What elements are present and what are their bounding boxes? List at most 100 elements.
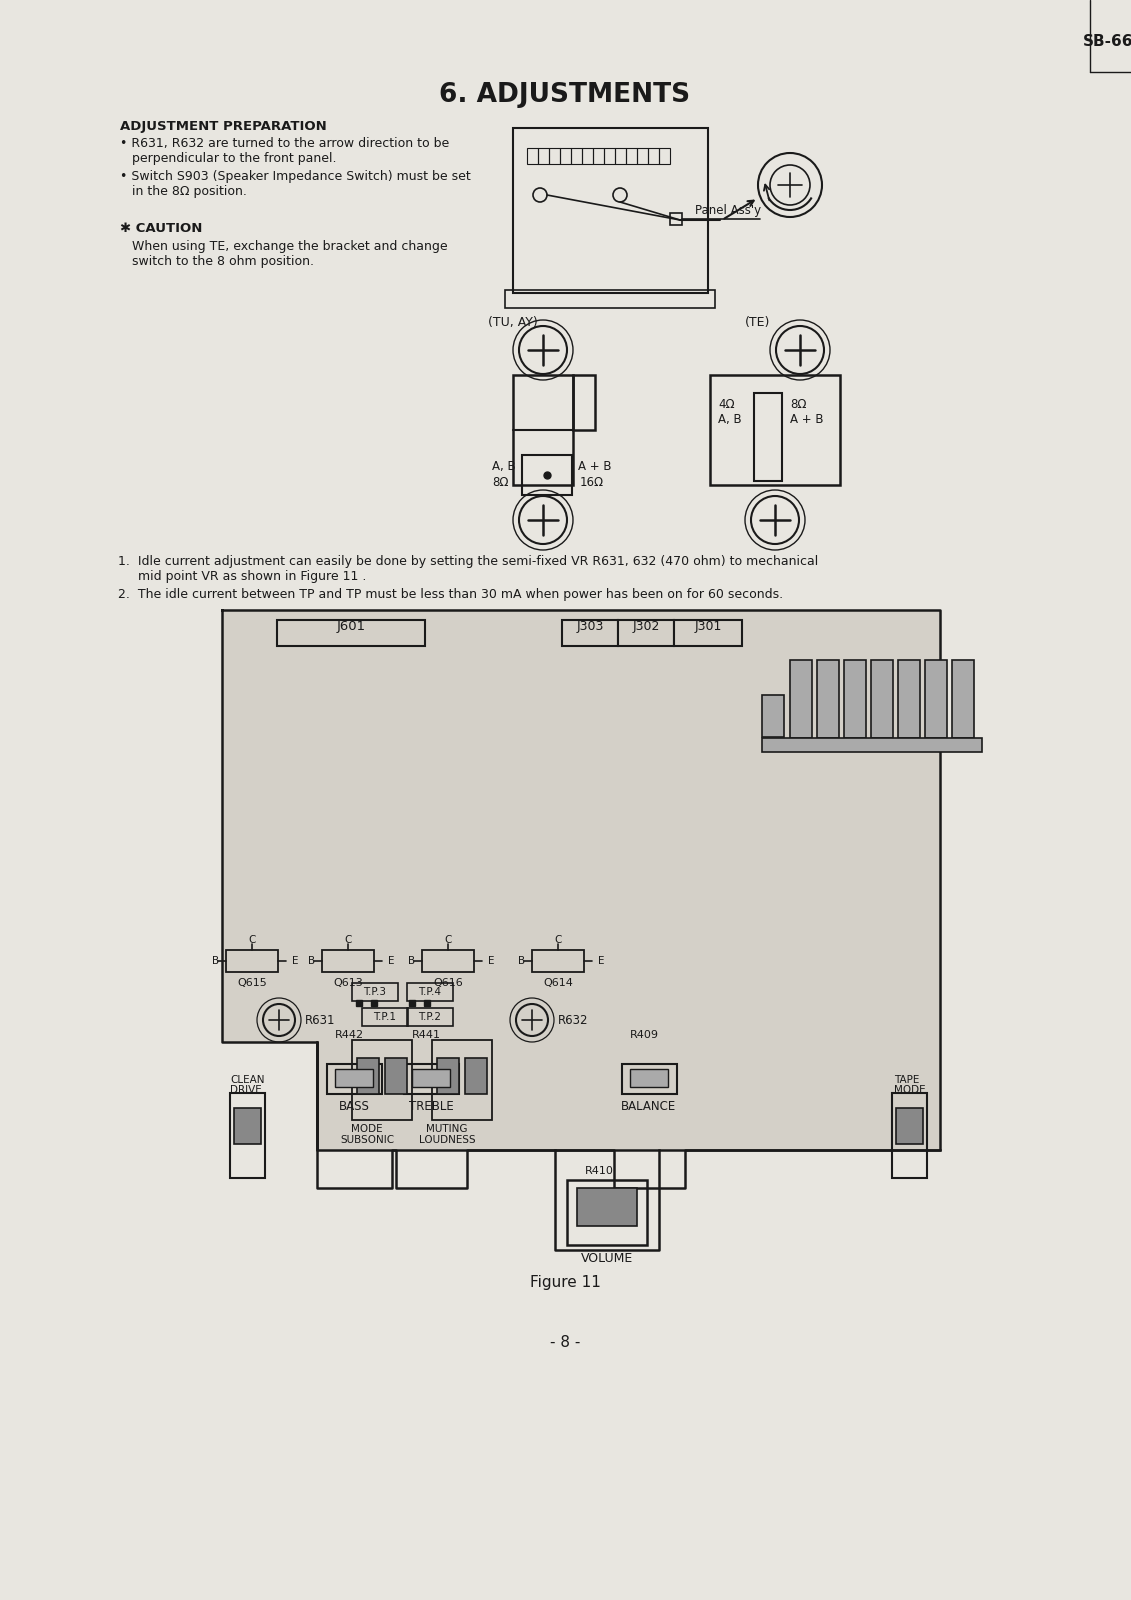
Text: 8Ω: 8Ω	[789, 398, 806, 411]
Bar	[571, 149, 582, 165]
Text: J302: J302	[632, 619, 659, 634]
Bar	[362, 1008, 408, 1026]
Bar	[898, 659, 920, 738]
Bar	[754, 394, 782, 482]
Text: J301: J301	[694, 619, 722, 634]
Text: • R631, R632 are turned to the arrow direction to be: • R631, R632 are turned to the arrow dir…	[120, 138, 449, 150]
Bar	[670, 213, 682, 226]
Text: R632: R632	[558, 1013, 588, 1027]
Bar	[582, 149, 593, 165]
Bar	[513, 374, 573, 485]
Bar	[817, 659, 839, 738]
Bar	[896, 1107, 923, 1144]
Bar	[422, 950, 474, 971]
Bar	[573, 430, 595, 485]
Text: R442: R442	[335, 1030, 364, 1040]
Bar	[277, 619, 425, 646]
Bar	[549, 149, 560, 165]
Text: A + B: A + B	[578, 461, 612, 474]
Text: B: B	[408, 955, 415, 966]
Bar	[925, 659, 947, 738]
Bar	[674, 619, 742, 646]
Bar	[437, 1058, 459, 1094]
Bar	[226, 950, 278, 971]
Text: SB-66: SB-66	[1082, 35, 1131, 50]
Text: B: B	[308, 955, 316, 966]
Text: MODE: MODE	[352, 1123, 382, 1134]
Text: R410: R410	[585, 1166, 614, 1176]
Text: TAPE: TAPE	[893, 1075, 920, 1085]
Bar	[892, 1093, 927, 1178]
Text: MODE: MODE	[893, 1085, 925, 1094]
Text: in the 8Ω position.: in the 8Ω position.	[120, 186, 247, 198]
Bar	[322, 950, 374, 971]
Bar	[789, 659, 812, 738]
Text: mid point VR as shown in Figure 11 .: mid point VR as shown in Figure 11 .	[118, 570, 366, 582]
Text: B: B	[211, 955, 219, 966]
Text: 2.  The idle current between TP and TP must be less than 30 mA when power has be: 2. The idle current between TP and TP mu…	[118, 587, 783, 602]
Bar	[567, 1181, 647, 1245]
Text: C: C	[344, 934, 352, 946]
Bar	[622, 1064, 677, 1094]
Bar	[538, 149, 549, 165]
Text: T.P.2: T.P.2	[418, 1013, 441, 1022]
Bar	[352, 1040, 412, 1120]
Bar	[532, 950, 584, 971]
Bar	[523, 454, 572, 494]
Bar	[618, 619, 674, 646]
Bar	[385, 1058, 407, 1094]
Text: ADJUSTMENT PREPARATION: ADJUSTMENT PREPARATION	[120, 120, 327, 133]
Text: Q616: Q616	[433, 978, 463, 987]
Bar	[327, 1064, 382, 1094]
Text: Figure 11: Figure 11	[529, 1275, 601, 1290]
Text: 6. ADJUSTMENTS: 6. ADJUSTMENTS	[440, 82, 691, 109]
Text: perpendicular to the front panel.: perpendicular to the front panel.	[120, 152, 337, 165]
Text: CLEAN: CLEAN	[230, 1075, 265, 1085]
Text: J303: J303	[577, 619, 604, 634]
Bar	[404, 1064, 459, 1094]
Bar	[230, 1093, 265, 1178]
Bar	[659, 149, 670, 165]
Bar	[604, 149, 615, 165]
Text: T.P.4: T.P.4	[418, 987, 441, 997]
Bar	[527, 149, 538, 165]
Bar	[762, 738, 982, 752]
Bar	[577, 1187, 637, 1226]
Bar	[573, 374, 595, 430]
Bar	[432, 1040, 492, 1120]
Bar	[407, 1008, 454, 1026]
Text: R409: R409	[630, 1030, 659, 1040]
Text: VOLUME: VOLUME	[581, 1251, 633, 1266]
Text: Q615: Q615	[238, 978, 267, 987]
Text: - 8 -: - 8 -	[550, 1334, 580, 1350]
Text: 1.  Idle current adjustment can easily be done by setting the semi-fixed VR R631: 1. Idle current adjustment can easily be…	[118, 555, 818, 568]
Text: 16Ω: 16Ω	[580, 477, 604, 490]
Text: 4Ω: 4Ω	[718, 398, 735, 411]
Bar	[844, 659, 866, 738]
Text: LOUDNESS: LOUDNESS	[418, 1134, 475, 1146]
Polygon shape	[222, 610, 940, 1150]
Bar	[560, 149, 571, 165]
Bar	[871, 659, 893, 738]
Text: C: C	[249, 934, 256, 946]
Text: Q613: Q613	[334, 978, 363, 987]
Text: When using TE, exchange the bracket and change: When using TE, exchange the bracket and …	[120, 240, 448, 253]
Text: switch to the 8 ohm position.: switch to the 8 ohm position.	[120, 254, 314, 267]
Bar	[335, 1069, 373, 1086]
Bar	[234, 1107, 261, 1144]
Bar	[465, 1058, 487, 1094]
Text: • Switch S903 (Speaker Impedance Switch) must be set: • Switch S903 (Speaker Impedance Switch)…	[120, 170, 470, 182]
Text: 8Ω: 8Ω	[492, 477, 509, 490]
Bar	[615, 149, 625, 165]
Text: (TU, AY): (TU, AY)	[487, 317, 537, 330]
Text: Q614: Q614	[543, 978, 573, 987]
Text: B: B	[518, 955, 525, 966]
Text: BALANCE: BALANCE	[621, 1101, 676, 1114]
Text: E: E	[292, 955, 299, 966]
Text: ✱ CAUTION: ✱ CAUTION	[120, 222, 202, 235]
Text: C: C	[444, 934, 451, 946]
Bar	[710, 374, 840, 485]
Text: A + B: A + B	[789, 413, 823, 426]
Text: TREBLE: TREBLE	[408, 1101, 454, 1114]
Bar	[625, 149, 637, 165]
